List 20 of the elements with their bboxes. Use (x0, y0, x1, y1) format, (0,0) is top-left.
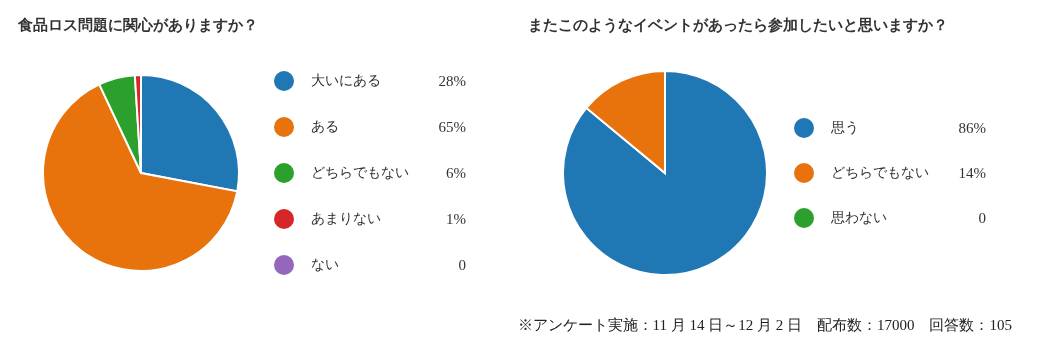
data-label: 6% (445, 164, 466, 182)
legend-label: どちらでもない (831, 164, 930, 182)
legend-label: 思わない (831, 209, 888, 227)
data-label: 14% (957, 164, 986, 182)
pie-slice (562, 70, 768, 276)
legend-label: ない (311, 256, 340, 274)
text: 0 (978, 209, 986, 226)
data-label: 28% (437, 72, 466, 90)
text: 0 (458, 256, 466, 273)
text: ※アンケート実施：11 月 14 日～12 月 2 日 配布数：17000 回答数：105 (517, 316, 1012, 335)
legend-label: 思う (831, 119, 860, 137)
chart-title: 食品ロス問題に関心がありますか？ (17, 16, 259, 35)
data-label: 65% (437, 118, 466, 136)
legend-label: どちらでもない (311, 164, 410, 182)
data-label: 86% (957, 119, 986, 137)
chart-title: またこのようなイベントがあったら参加したいと思いますか？ (528, 16, 949, 35)
legend-label: 大いにある (311, 72, 382, 90)
data-label: 1% (445, 210, 466, 228)
legend-label: あまりない (311, 210, 382, 228)
legend-label: ある (311, 118, 340, 136)
